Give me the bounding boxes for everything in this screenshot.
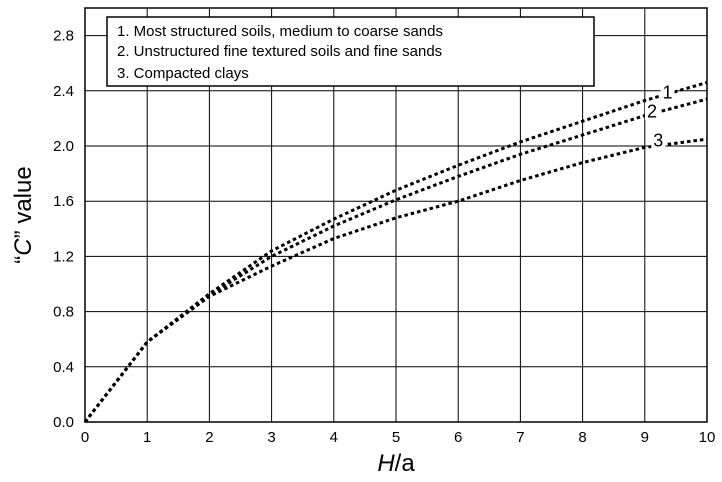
y-tick-label-1: 0.4 (53, 359, 74, 376)
plot-frame (84, 7, 708, 423)
y-tick-label-0: 0.0 (53, 414, 74, 431)
x-axis-title-italic: H (377, 450, 395, 477)
y-tick-label-7: 2.8 (53, 28, 74, 45)
x-tick-label-8: 8 (578, 429, 586, 446)
y-axis-title-open: “ (10, 256, 37, 264)
series-lines (83, 81, 708, 423)
y-tick-label-4: 1.6 (53, 193, 74, 210)
x-tick-label-7: 7 (516, 429, 524, 446)
y-axis-title-rest: ” value (10, 166, 37, 238)
y-tick-label-5: 2.0 (53, 138, 74, 155)
y-tick-label-3: 1.2 (53, 248, 74, 265)
x-axis-title: H/a (377, 450, 415, 477)
legend-entry-1: 1. Most structured soils, medium to coar… (117, 23, 443, 40)
x-tick-label-9: 9 (641, 429, 649, 446)
series-line-3 (83, 137, 708, 423)
y-axis-title-italic: C (10, 238, 37, 256)
y-tick-labels: 0.0 0.4 0.8 1.2 1.6 2.0 2.4 2.8 (53, 28, 74, 431)
curve-labels: 12 3 (645, 82, 675, 151)
curve-label-3: 3 (653, 131, 663, 151)
x-tick-labels: 0 1 2 3 4 5 6 7 8 9 10 (81, 429, 716, 446)
y-tick-label-6: 2.4 (53, 83, 74, 100)
x-tick-label-1: 1 (143, 429, 151, 446)
legend-entry-2: 2. Unstructured fine textured soils and … (117, 43, 442, 60)
x-tick-label-0: 0 (81, 429, 89, 446)
x-tick-label-3: 3 (267, 429, 275, 446)
x-axis-title-rest: /a (395, 450, 416, 477)
curve-label-bg-2 (645, 102, 660, 120)
legend: 1. Most structured soils, medium to coar… (106, 16, 595, 87)
curve-label-2: 2 (647, 102, 657, 122)
legend-entry-3: 3. Compacted clays (117, 65, 249, 82)
y-tick-label-2: 0.8 (53, 304, 74, 321)
x-tick-label-2: 2 (205, 429, 213, 446)
curve-label-1: 1 (663, 82, 673, 102)
curve-label-bg-3 (651, 131, 666, 149)
x-tick-label-10: 10 (699, 429, 716, 446)
x-tick-label-6: 6 (454, 429, 462, 446)
curve-label-bg-1 (660, 83, 675, 101)
legend-box (106, 16, 595, 87)
x-tick-label-5: 5 (392, 429, 400, 446)
y-axis-title: “C” value (10, 166, 37, 263)
x-tick-label-4: 4 (330, 429, 338, 446)
